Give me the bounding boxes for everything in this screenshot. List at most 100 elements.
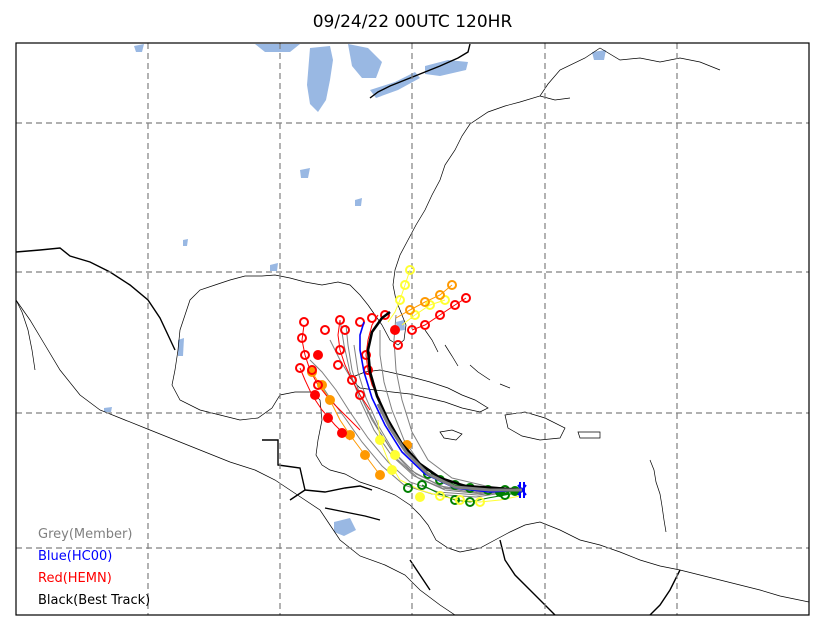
marker-green [403, 483, 413, 493]
marker-yellow [455, 495, 465, 505]
marker-yellow [405, 265, 415, 275]
map-title: 09/24/22 00UTC 120HR [312, 12, 513, 32]
tracks-yellow [377, 269, 521, 503]
lake-nicaragua [334, 518, 356, 536]
coastlines [16, 47, 809, 615]
coast-hispaniola [504, 411, 566, 441]
legend-best-track: Black(Best Track) [38, 593, 150, 608]
marker-red [355, 390, 365, 400]
coast-bahamas [424, 329, 511, 389]
member-tracks [309, 314, 523, 498]
marker-red [335, 345, 345, 355]
marker-red-filled [313, 350, 323, 360]
coast-us-east [367, 47, 601, 346]
marker-red [340, 325, 350, 335]
marker-red [435, 310, 445, 320]
marker-orange-filled [360, 450, 370, 460]
marker-orange [447, 280, 457, 290]
marker-orange-filled [345, 430, 355, 440]
legend-best-track-label: Black(Best Track) [38, 593, 151, 608]
markers-red [295, 293, 471, 438]
marker-red-filled [310, 390, 320, 400]
coast-puerto-rico [577, 431, 601, 439]
border-costa-rica-panama [409, 559, 431, 591]
legend-hemn-label: Red(HEMN) [38, 571, 112, 586]
member-track-7 [393, 314, 523, 491]
marker-red [461, 293, 471, 303]
member-track-2 [329, 339, 523, 495]
coast-lesser-antilles [649, 459, 667, 533]
marker-red [347, 375, 357, 385]
coast-south-america [459, 521, 809, 603]
border-nicaragua [324, 507, 381, 521]
marker-yellow [475, 497, 485, 507]
legend-member-label: Grey(Member) [38, 527, 133, 542]
marker-red-filled [390, 325, 400, 335]
map-frame [15, 42, 810, 616]
yellow-track-1 [377, 419, 521, 503]
marker-red [297, 333, 307, 343]
marker-orange [420, 297, 430, 307]
border-venezuela-guyana [649, 569, 681, 615]
lake-small-1 [300, 168, 310, 178]
member-track-1 [345, 324, 523, 493]
map-layers [16, 43, 809, 615]
red-track-5 [299, 367, 351, 441]
marker-red [367, 313, 377, 323]
border-colombia-venezuela [499, 539, 556, 615]
marker-green [465, 497, 475, 507]
lake-huron [348, 44, 382, 78]
great-salt-lake-small [134, 44, 144, 52]
markers-yellow [375, 265, 485, 507]
marker-red [307, 365, 317, 375]
marker-green [417, 480, 427, 490]
marker-red [313, 380, 323, 390]
markers-orange [307, 280, 457, 480]
yellow-track-3 [401, 299, 446, 326]
member-track-3 [309, 359, 523, 496]
lake-small-5 [178, 338, 184, 356]
marker-yellow-filled [415, 492, 425, 502]
marker-red [361, 350, 371, 360]
marker-yellow [440, 295, 450, 305]
marker-yellow [400, 280, 410, 290]
red-track-4 [365, 314, 381, 401]
marker-red [407, 325, 417, 335]
marker-red [420, 320, 430, 330]
marker-red [380, 310, 390, 320]
marker-yellow [410, 310, 420, 320]
coast-canada [539, 47, 721, 101]
marker-orange-filled [375, 470, 385, 480]
marker-yellow [435, 491, 445, 501]
hc00-track [359, 321, 523, 493]
coast-jamaica [439, 429, 463, 441]
marker-orange [435, 290, 445, 300]
marker-red [393, 340, 403, 350]
lake-small-4 [183, 239, 188, 246]
lake-small-7 [592, 50, 606, 60]
marker-red [300, 350, 310, 360]
legend-hc00-label: Blue(HC00) [38, 549, 113, 564]
orange-track-1 [395, 284, 453, 319]
marker-yellow-filled [375, 435, 385, 445]
marker-red [450, 300, 460, 310]
legend-hemn: Red(HEMN) [38, 571, 112, 586]
lake-superior [255, 44, 300, 52]
marker-red [333, 360, 343, 370]
marker-red [295, 363, 305, 373]
coast-pacific-mexico [16, 299, 456, 615]
coast-cuba [349, 369, 489, 413]
borders [16, 43, 681, 615]
coast-gulf-north [171, 274, 369, 421]
lake-small-2 [355, 198, 362, 206]
lat-lon-grid [16, 43, 809, 615]
marker-yellow-filled [387, 465, 397, 475]
border-us-mexico [16, 247, 176, 351]
marker-red-filled [323, 413, 333, 423]
marker-red-filled [337, 428, 347, 438]
marker-yellow [395, 295, 405, 305]
border-belize-honduras [304, 485, 373, 493]
marker-orange [405, 305, 415, 315]
red-track-3 [337, 319, 371, 411]
